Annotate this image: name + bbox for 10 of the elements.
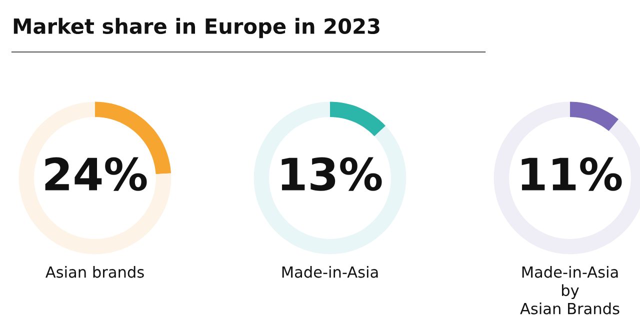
- donut-slice: [254, 102, 406, 254]
- text: Made-in-Asia by Asian Brands: [520, 266, 620, 314]
- text: Asian brands: [46, 266, 144, 278]
- data-label: 24%: [45, 157, 147, 191]
- data-label: 11%: [522, 157, 622, 191]
- data-label: 13%: [282, 157, 382, 191]
- donut-slice: [330, 102, 386, 136]
- text: Made-in-Asia: [282, 266, 378, 278]
- donut-slice: [18, 102, 172, 254]
- chart-title: Market share in Europe in 2023: [14, 18, 380, 38]
